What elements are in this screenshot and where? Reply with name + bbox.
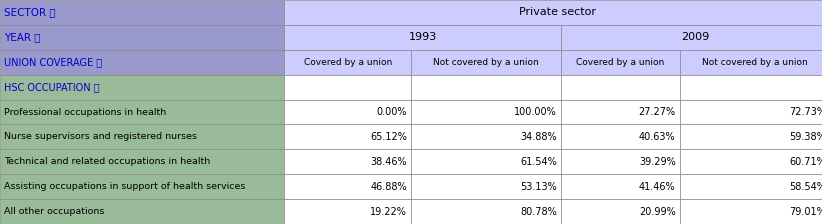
Bar	[0, 25, 284, 50]
Text: Professional occupations in health: Professional occupations in health	[4, 108, 166, 116]
Text: 72.73%: 72.73%	[788, 107, 822, 117]
Bar	[561, 125, 680, 149]
Text: Covered by a union: Covered by a union	[303, 58, 392, 67]
Text: 39.29%: 39.29%	[639, 157, 676, 167]
Text: 53.13%: 53.13%	[520, 182, 557, 192]
Bar	[284, 149, 411, 174]
Text: YEAR ⓘ: YEAR ⓘ	[4, 32, 40, 42]
Bar	[284, 50, 411, 75]
Text: Nurse supervisors and registered nurses: Nurse supervisors and registered nurses	[4, 132, 197, 141]
Text: 0.00%: 0.00%	[376, 107, 407, 117]
Text: 40.63%: 40.63%	[639, 132, 676, 142]
Text: All other occupations: All other occupations	[4, 207, 104, 216]
Text: 79.01%: 79.01%	[789, 207, 822, 217]
Text: 27.27%: 27.27%	[639, 107, 676, 117]
Text: HSC OCCUPATION ⓘ: HSC OCCUPATION ⓘ	[4, 82, 99, 92]
Bar	[680, 125, 822, 149]
Bar	[411, 174, 561, 199]
Bar	[411, 149, 561, 174]
Text: 41.46%: 41.46%	[639, 182, 676, 192]
Bar	[0, 99, 284, 125]
Bar	[0, 50, 284, 75]
Text: Assisting occupations in support of health services: Assisting occupations in support of heal…	[4, 182, 245, 191]
Bar	[561, 174, 680, 199]
Text: 38.46%: 38.46%	[370, 157, 407, 167]
Text: Not covered by a union: Not covered by a union	[433, 58, 538, 67]
Bar	[680, 75, 822, 99]
Bar	[411, 50, 561, 75]
Bar	[411, 199, 561, 224]
Bar	[680, 174, 822, 199]
Bar	[0, 0, 284, 25]
Text: Not covered by a union: Not covered by a union	[702, 58, 807, 67]
Text: 2009: 2009	[681, 32, 709, 42]
Bar	[411, 125, 561, 149]
Text: 65.12%: 65.12%	[370, 132, 407, 142]
Bar	[0, 174, 284, 199]
Bar	[0, 75, 284, 99]
Text: 80.78%: 80.78%	[520, 207, 557, 217]
Text: 34.88%: 34.88%	[520, 132, 557, 142]
Text: 20.99%: 20.99%	[639, 207, 676, 217]
Text: UNION COVERAGE ⓘ: UNION COVERAGE ⓘ	[4, 57, 102, 67]
Text: Technical and related occupations in health: Technical and related occupations in hea…	[4, 157, 210, 166]
Text: 100.00%: 100.00%	[515, 107, 557, 117]
Bar	[561, 25, 822, 50]
Bar	[284, 25, 561, 50]
Bar	[680, 199, 822, 224]
Bar	[561, 99, 680, 125]
Bar	[411, 99, 561, 125]
Bar	[284, 174, 411, 199]
Text: 60.71%: 60.71%	[789, 157, 822, 167]
Bar	[561, 50, 680, 75]
Text: 59.38%: 59.38%	[789, 132, 822, 142]
Text: SECTOR ⓘ: SECTOR ⓘ	[4, 7, 56, 17]
Bar	[284, 0, 822, 25]
Text: Private sector: Private sector	[519, 7, 596, 17]
Bar	[284, 99, 411, 125]
Bar	[561, 75, 680, 99]
Bar	[0, 125, 284, 149]
Bar	[680, 99, 822, 125]
Bar	[284, 125, 411, 149]
Bar	[680, 149, 822, 174]
Text: 1993: 1993	[409, 32, 436, 42]
Text: Covered by a union: Covered by a union	[576, 58, 664, 67]
Text: 46.88%: 46.88%	[370, 182, 407, 192]
Text: 58.54%: 58.54%	[789, 182, 822, 192]
Bar	[284, 75, 411, 99]
Bar	[0, 199, 284, 224]
Bar	[284, 199, 411, 224]
Bar	[680, 50, 822, 75]
Text: 19.22%: 19.22%	[370, 207, 407, 217]
Bar	[0, 149, 284, 174]
Bar	[561, 149, 680, 174]
Bar	[411, 75, 561, 99]
Bar	[561, 199, 680, 224]
Text: 61.54%: 61.54%	[520, 157, 557, 167]
